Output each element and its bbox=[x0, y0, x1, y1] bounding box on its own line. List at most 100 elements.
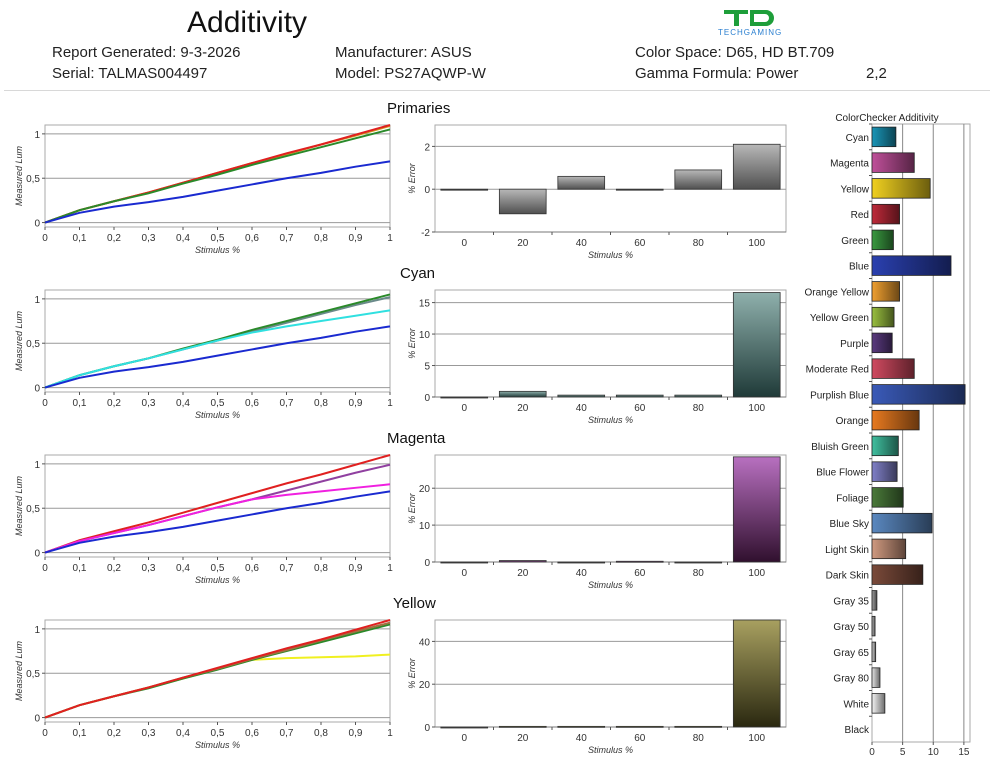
bar bbox=[440, 726, 489, 729]
bar bbox=[871, 203, 900, 225]
serial-number: Serial: TALMAS004497 bbox=[52, 65, 208, 82]
bar-chart-magenta-error: 0 10 20 0 20 40 60 80 100 Stimulus % % Error bbox=[407, 454, 787, 590]
bar bbox=[871, 409, 920, 431]
x-tick-label: 10 bbox=[928, 747, 940, 758]
category-label: Cyan bbox=[846, 133, 869, 144]
series-line-red bbox=[44, 454, 391, 554]
bar bbox=[615, 188, 664, 191]
y-axis-label: % Error bbox=[407, 162, 417, 194]
page-title: Additivity bbox=[187, 6, 308, 39]
x-tick-label: 0,6 bbox=[245, 398, 259, 409]
x-tick-label: 80 bbox=[693, 568, 705, 579]
bar bbox=[498, 390, 547, 398]
x-tick-label: 60 bbox=[634, 733, 646, 744]
x-tick-label: 100 bbox=[748, 238, 765, 249]
category-label: Black bbox=[845, 725, 870, 736]
y-tick-label: 0,5 bbox=[26, 339, 40, 350]
gamma-value: 2,2 bbox=[866, 65, 887, 82]
x-tick-label: 0,2 bbox=[107, 728, 121, 739]
bar-chart-yellow-error: 0 20 40 0 20 40 60 80 100 Stimulus % % Error bbox=[407, 619, 787, 755]
x-tick-label: 0,6 bbox=[245, 563, 259, 574]
y-tick-label: 0 bbox=[34, 384, 40, 395]
x-tick-label: 0 bbox=[461, 403, 467, 414]
x-tick-label: 0,5 bbox=[211, 728, 225, 739]
section-title-cyan: Cyan bbox=[400, 265, 436, 282]
x-axis-label: Stimulus % bbox=[195, 740, 240, 750]
x-tick-label: 20 bbox=[517, 403, 529, 414]
x-tick-label: 40 bbox=[576, 238, 588, 249]
bar bbox=[732, 456, 781, 563]
y-axis-label: % Error bbox=[407, 657, 417, 689]
bar bbox=[871, 281, 900, 302]
category-label: Yellow Green bbox=[810, 313, 869, 324]
x-tick-label: 0,3 bbox=[142, 563, 156, 574]
bar bbox=[871, 641, 877, 663]
y-tick-label: 15 bbox=[419, 299, 431, 310]
plot-area bbox=[434, 124, 787, 233]
bar-chart-cyan-error: 0 5 10 15 0 20 40 60 80 100 Stimulus % % Error bbox=[407, 289, 787, 425]
bar bbox=[615, 725, 664, 728]
bar bbox=[674, 169, 723, 190]
y-tick-label: 10 bbox=[419, 330, 431, 341]
line-chart-magenta-lum: 0 0,5 1 0 0,1 0,2 0,3 0,4 0,5 0,6 0,7 0,8 0,9 1 Stimul… bbox=[14, 454, 393, 585]
y-axis-label: Measured Lum bbox=[14, 310, 24, 371]
series-line-cyan bbox=[44, 309, 391, 389]
section-title-primaries: Primaries bbox=[387, 100, 451, 117]
bar bbox=[557, 175, 606, 190]
line-chart-primaries-lum: 0 0,5 1 0 0,1 0,2 0,3 0,4 0,5 0,6 0,7 0,8 0,9 1 Stimul… bbox=[14, 124, 393, 255]
y-tick-label: -2 bbox=[421, 228, 430, 239]
bar bbox=[732, 143, 781, 190]
category-label: White bbox=[843, 699, 869, 710]
x-tick-label: 0,3 bbox=[142, 728, 156, 739]
bar bbox=[615, 560, 664, 563]
category-label: Orange bbox=[836, 416, 870, 427]
category-label: Red bbox=[851, 210, 869, 221]
y-tick-label: 20 bbox=[419, 680, 431, 691]
x-tick-label: 20 bbox=[517, 568, 529, 579]
y-tick-label: 0,5 bbox=[26, 669, 40, 680]
bar bbox=[498, 188, 547, 215]
x-tick-label: 1 bbox=[387, 728, 393, 739]
x-tick-label: 0,8 bbox=[314, 563, 328, 574]
x-tick-label: 40 bbox=[576, 733, 588, 744]
x-tick-label: 80 bbox=[693, 238, 705, 249]
techgaming-logo: TECHGAMING bbox=[718, 8, 808, 38]
y-tick-label: 1 bbox=[34, 295, 40, 306]
category-label: Blue Flower bbox=[816, 468, 869, 479]
bar bbox=[440, 396, 489, 399]
x-tick-label: 0,4 bbox=[176, 398, 190, 409]
report-generated: Report Generated: 9-3-2026 bbox=[52, 44, 241, 61]
bar bbox=[871, 487, 904, 508]
report-info-right: Color Space: D65, HD BT.709 Gamma Formul… bbox=[635, 42, 834, 84]
x-tick-label: 20 bbox=[517, 238, 529, 249]
series-line-magenta bbox=[44, 483, 391, 554]
y-axis-label: Measured Lum bbox=[14, 145, 24, 206]
category-label: Foliage bbox=[836, 493, 869, 504]
x-tick-label: 0,9 bbox=[349, 728, 363, 739]
x-tick-label: 0,7 bbox=[280, 563, 294, 574]
x-axis-label: Stimulus % bbox=[588, 580, 633, 590]
x-tick-label: 0,4 bbox=[176, 728, 190, 739]
gamma-formula: Gamma Formula: Power bbox=[635, 65, 799, 82]
x-tick-label: 0,4 bbox=[176, 563, 190, 574]
y-tick-label: 2 bbox=[424, 142, 430, 153]
x-tick-label: 0,7 bbox=[280, 398, 294, 409]
category-label: Yellow bbox=[840, 184, 869, 195]
y-axis-label: Measured Lum bbox=[14, 475, 24, 536]
bar bbox=[557, 561, 606, 564]
plot-area bbox=[871, 123, 971, 743]
bar bbox=[732, 619, 781, 728]
bar bbox=[674, 394, 723, 398]
x-tick-label: 0,9 bbox=[349, 398, 363, 409]
bar bbox=[871, 512, 933, 534]
x-tick-label: 0 bbox=[461, 238, 467, 249]
x-tick-label: 0,9 bbox=[349, 233, 363, 244]
category-label: Dark Skin bbox=[826, 571, 869, 582]
x-tick-label: 0,5 bbox=[211, 398, 225, 409]
header-separator bbox=[4, 90, 990, 91]
manufacturer: Manufacturer: ASUS bbox=[335, 44, 472, 61]
bar bbox=[871, 306, 895, 328]
chart-title: ColorChecker Additivity bbox=[835, 113, 938, 124]
x-tick-label: 0,6 bbox=[245, 728, 259, 739]
